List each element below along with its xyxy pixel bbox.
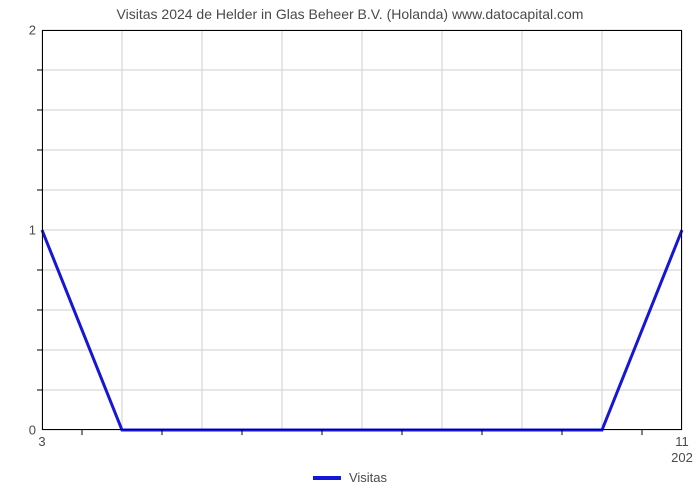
plot-area: 012311202 [42, 30, 682, 430]
legend-label: Visitas [349, 470, 387, 485]
chart-title: Visitas 2024 de Helder in Glas Beheer B.… [0, 6, 700, 22]
y-tick-label: 2 [29, 23, 36, 38]
plot-svg [42, 30, 682, 430]
x-tick-first: 3 [38, 434, 45, 449]
y-tick-label: 0 [29, 423, 36, 438]
legend-swatch [313, 476, 341, 480]
chart-container: Visitas 2024 de Helder in Glas Beheer B.… [0, 0, 700, 500]
x-tick-last: 11 [675, 434, 689, 449]
legend: Visitas [313, 470, 387, 485]
y-tick-label: 1 [29, 223, 36, 238]
x-tick-last-sub: 202 [671, 450, 693, 465]
